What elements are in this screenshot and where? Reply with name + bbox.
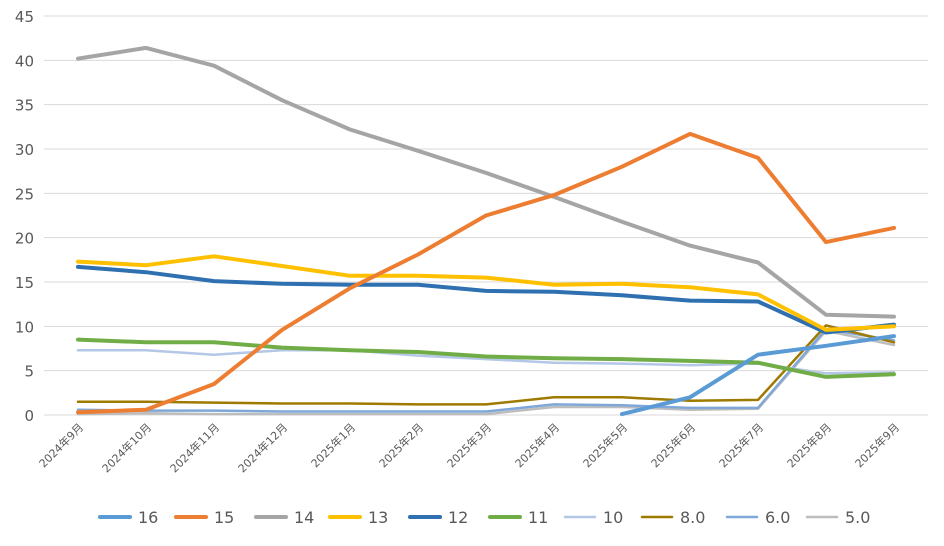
series-line-16 — [620, 334, 896, 417]
x-tick-label: 2024年10月 — [99, 420, 154, 475]
y-tick-label: 25 — [15, 185, 34, 203]
x-axis-tick-labels: 2024年9月 2024年10月 2024年11月 2024年12月 2025年1月 20… — [36, 420, 902, 475]
series-line-13 — [76, 254, 896, 332]
legend-label: 5.0 — [845, 508, 870, 527]
legend-label: 16 — [138, 508, 158, 527]
legend-label: 14 — [294, 508, 314, 527]
x-tick-label: 2025年4月 — [512, 420, 562, 470]
y-tick-label: 40 — [15, 52, 34, 70]
legend-label: 8.0 — [680, 508, 705, 527]
y-tick-label: 10 — [15, 318, 34, 336]
legend-label: 12 — [448, 508, 468, 527]
legend-label: 6.0 — [765, 508, 790, 527]
x-tick-label: 2025年1月 — [308, 420, 358, 470]
series-lines — [76, 45, 896, 417]
x-tick-label: 2024年9月 — [36, 420, 86, 470]
series-line-14 — [76, 45, 896, 319]
legend: 16 15 14 13 12 11 10 8.0 6.0 5.0 — [98, 508, 870, 527]
gridlines — [44, 15, 928, 416]
y-tick-label: 5 — [24, 363, 34, 381]
x-tick-label: 2025年9月 — [852, 420, 902, 470]
x-tick-label: 2025年7月 — [716, 420, 766, 470]
y-tick-label: 0 — [24, 407, 34, 425]
y-tick-label: 15 — [15, 274, 34, 292]
x-tick-label: 2025年6月 — [648, 420, 698, 470]
x-tick-label: 2025年8月 — [784, 420, 834, 470]
y-tick-label: 20 — [15, 230, 34, 248]
series-line-11 — [76, 337, 896, 379]
series-line-6.0 — [76, 327, 896, 413]
x-tick-label: 2025年5月 — [580, 420, 630, 470]
legend-label: 13 — [368, 508, 388, 527]
x-tick-label: 2024年11月 — [167, 420, 222, 475]
series-line-12 — [76, 264, 896, 335]
x-tick-label: 2024年12月 — [235, 420, 290, 475]
y-tick-label: 45 — [15, 8, 34, 26]
y-axis-tick-labels: 0 5 10 15 20 25 30 35 40 45 — [15, 8, 34, 425]
x-tick-label: 2025年3月 — [444, 420, 494, 470]
series-line-15 — [76, 131, 896, 415]
legend-label: 15 — [214, 508, 234, 527]
legend-label: 11 — [528, 508, 548, 527]
y-tick-label: 30 — [15, 141, 34, 159]
y-tick-label: 35 — [15, 97, 34, 115]
x-tick-label: 2025年2月 — [376, 420, 426, 470]
legend-label: 10 — [603, 508, 623, 527]
series-line-8.0 — [76, 324, 896, 406]
